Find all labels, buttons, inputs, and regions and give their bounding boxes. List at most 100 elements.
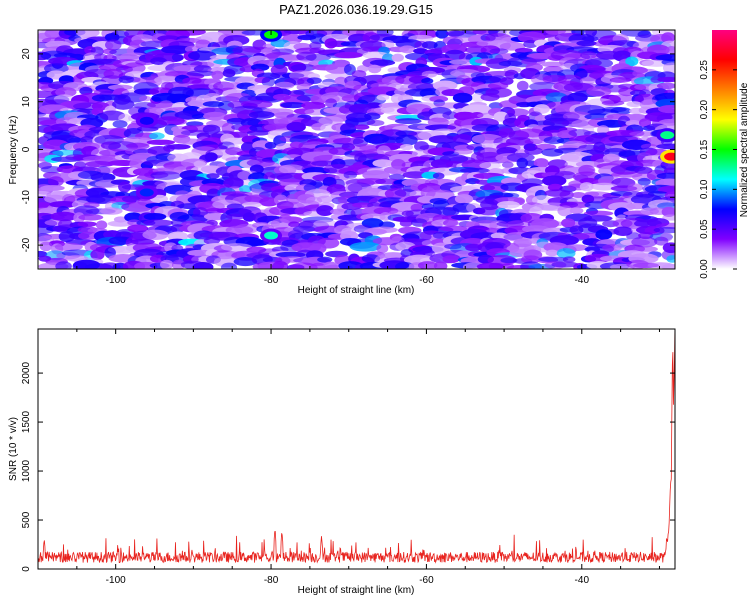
heatmap-y-tick-label: -10	[21, 190, 32, 205]
colorbar-tick-label: 0.20	[699, 99, 710, 119]
heatmap-cell	[159, 100, 174, 110]
heatmap-cell	[90, 249, 105, 261]
colorbar-tick-label: 0.00	[699, 259, 710, 279]
heatmap-cell	[306, 77, 322, 85]
heatmap-cell	[559, 190, 574, 200]
heatmap-cell	[609, 77, 632, 83]
heatmap-cell	[334, 51, 363, 59]
heatmap-cell	[433, 261, 448, 269]
heatmap-cell	[556, 248, 576, 259]
heatmap-cell	[533, 158, 549, 169]
heatmap-cell	[613, 226, 633, 237]
heatmap-cell	[105, 39, 122, 51]
heatmap-cell	[86, 194, 117, 204]
heatmap-cell	[459, 167, 491, 174]
heatmap-cell	[241, 201, 262, 208]
heatmap-cell	[571, 192, 586, 199]
heatmap-cell	[661, 32, 675, 44]
heatmap-cell	[488, 262, 504, 269]
heatmap-cell	[435, 30, 449, 39]
snr-y-tick-label: 2000	[21, 362, 32, 385]
heatmap-cell	[637, 177, 651, 186]
heatmap-cell	[399, 45, 416, 54]
heatmap-cell	[286, 121, 306, 133]
heatmap-cell	[166, 93, 192, 104]
heatmap-cell	[421, 70, 438, 78]
heatmap-cell	[631, 236, 658, 248]
heatmap-cell	[453, 148, 473, 155]
heatmap-cell	[76, 30, 100, 38]
heatmap-cell	[626, 101, 642, 108]
heatmap-cell	[166, 144, 191, 150]
heatmap-cell	[442, 255, 460, 264]
heatmap-cell	[654, 236, 669, 246]
heatmap-cell	[296, 83, 311, 91]
heatmap-cell	[305, 53, 331, 62]
heatmap-cell	[107, 84, 133, 91]
heatmap-cell	[479, 161, 501, 170]
heatmap-cell	[348, 103, 372, 115]
heatmap-cell	[428, 135, 457, 144]
heatmap-cell	[290, 63, 317, 72]
heatmap-cell	[376, 94, 390, 101]
snr-x-tick-label: -40	[575, 575, 590, 586]
heatmap-cell	[143, 212, 167, 221]
heatmap-cell	[601, 100, 625, 106]
heatmap-cell	[663, 167, 675, 175]
heatmap-x-tick-label: -40	[575, 275, 590, 286]
heatmap-highlight-core	[660, 131, 675, 140]
colorbar-tick-label: 0.10	[699, 179, 710, 199]
heatmap-cell	[239, 185, 252, 194]
heatmap-cell	[170, 224, 185, 233]
heatmap-cell	[288, 221, 301, 228]
heatmap-cell	[264, 141, 277, 150]
heatmap-cell	[121, 195, 142, 203]
heatmap-cell	[364, 112, 381, 120]
heatmap-cell	[662, 62, 675, 74]
heatmap-cell	[413, 48, 429, 55]
heatmap-cell	[608, 94, 636, 102]
heatmap-cell	[442, 111, 459, 120]
heatmap-cell	[477, 206, 499, 216]
heatmap-cell	[443, 219, 459, 227]
heatmap-cell	[222, 68, 236, 78]
heatmap-cell	[567, 92, 588, 103]
heatmap-cell	[246, 239, 269, 246]
heatmap-cell	[656, 82, 675, 90]
heatmap-cell	[610, 107, 632, 115]
heatmap-cell	[150, 171, 181, 180]
heatmap-cell	[259, 197, 279, 207]
heatmap-cell	[656, 143, 675, 150]
snr-series-line	[38, 329, 675, 564]
snr-y-tick-label: 1500	[21, 411, 32, 434]
heatmap-cell	[391, 53, 404, 62]
heatmap-cell	[301, 101, 326, 110]
heatmap-cell	[576, 40, 597, 47]
heatmap-cell	[40, 165, 63, 174]
heatmap-cell	[112, 120, 128, 129]
heatmap-cell	[186, 70, 217, 77]
heatmap-cell	[515, 128, 546, 138]
heatmap-cell	[367, 64, 382, 74]
snr-x-tick-label: -60	[419, 575, 434, 586]
heatmap-cell	[636, 246, 658, 253]
heatmap-cell	[127, 224, 149, 233]
heatmap-cell	[349, 241, 382, 252]
heatmap-cell	[580, 76, 596, 85]
heatmap-cell	[589, 146, 610, 157]
heatmap-cell	[452, 92, 473, 104]
heatmap-cell	[476, 112, 499, 119]
heatmap-cell	[85, 160, 115, 168]
heatmap-cell	[634, 166, 653, 175]
heatmap-cell	[658, 104, 675, 114]
heatmap-cell	[102, 173, 116, 181]
heatmap-cell	[529, 81, 559, 92]
heatmap-cell	[656, 172, 675, 180]
heatmap-cell	[369, 59, 396, 66]
snr-background	[38, 329, 675, 569]
heatmap-cell	[465, 243, 483, 252]
heatmap-cell	[516, 80, 529, 91]
heatmap-cell	[313, 219, 338, 228]
heatmap-cell	[448, 59, 477, 65]
